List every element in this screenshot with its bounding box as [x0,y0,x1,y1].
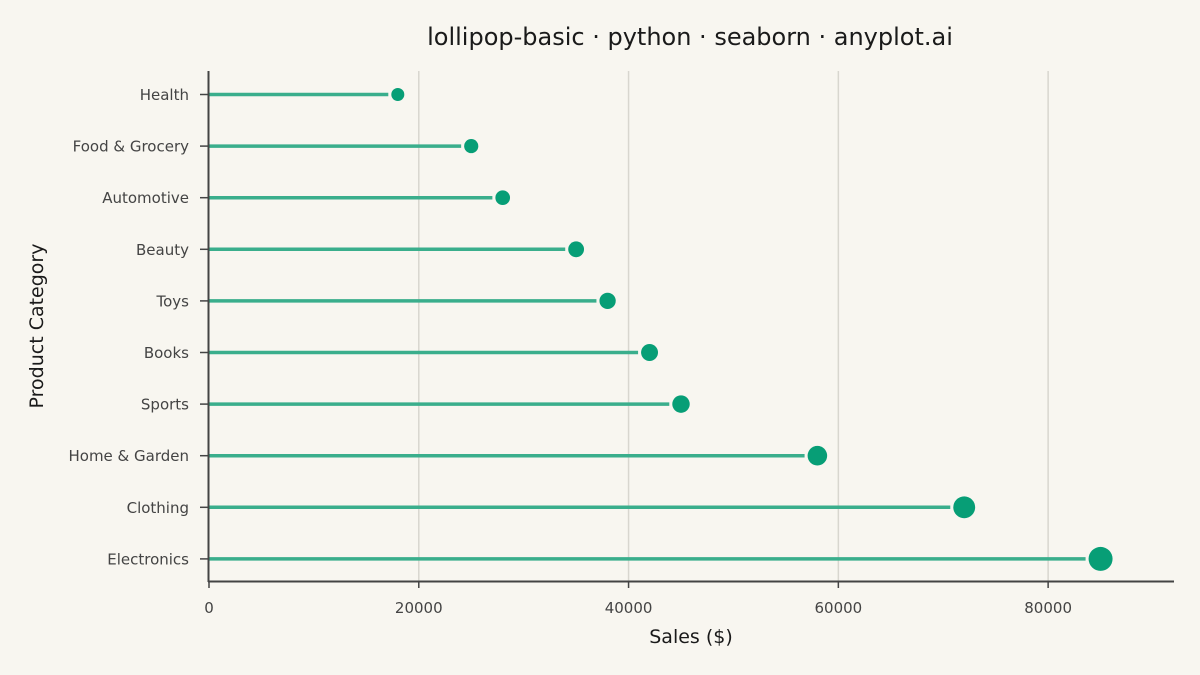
lollipop-marker [599,292,616,310]
lollipop-marker [953,496,976,519]
lollipop-marker [568,241,585,258]
y-tick-label: Toys [156,292,190,310]
grid-lines [418,71,1049,581]
chart-title: lollipop-basic · python · seaborn · anyp… [427,23,953,51]
x-axis-ticks: 0 20000 40000 60000 80000 [204,581,1072,617]
y-axis-label: Product Category [26,244,48,409]
x-tick-label: 0 [204,599,214,617]
lollipop-marker [391,88,405,101]
y-tick-label: Automotive [102,189,189,207]
y-tick-label: Beauty [136,241,189,259]
lollipop-marker [807,445,828,466]
y-tick-label: Sports [141,396,189,414]
y-axis-ticks: Health Food & Grocery Automotive Beauty Toys… [68,86,209,568]
x-tick-label: 20000 [395,599,443,617]
x-tick-label: 60000 [814,599,862,617]
lollipop-marker [641,344,659,361]
y-tick-label: Books [144,344,189,362]
y-tick-label: Food & Grocery [73,138,189,156]
lollipop-stems [209,92,1086,561]
x-tick-label: 40000 [605,599,653,617]
lollipop-markers [391,88,1113,571]
lollipop-marker [464,139,479,154]
x-tick-label: 80000 [1024,599,1072,617]
y-tick-label: Clothing [127,499,189,517]
x-axis-label: Sales ($) [649,626,733,648]
lollipop-marker [672,395,690,413]
lollipop-marker [1088,546,1113,571]
y-tick-label: Health [140,86,189,104]
y-tick-label: Electronics [107,550,189,568]
axes [207,71,1174,583]
lollipop-marker [495,190,511,206]
y-tick-label: Home & Garden [68,447,189,465]
